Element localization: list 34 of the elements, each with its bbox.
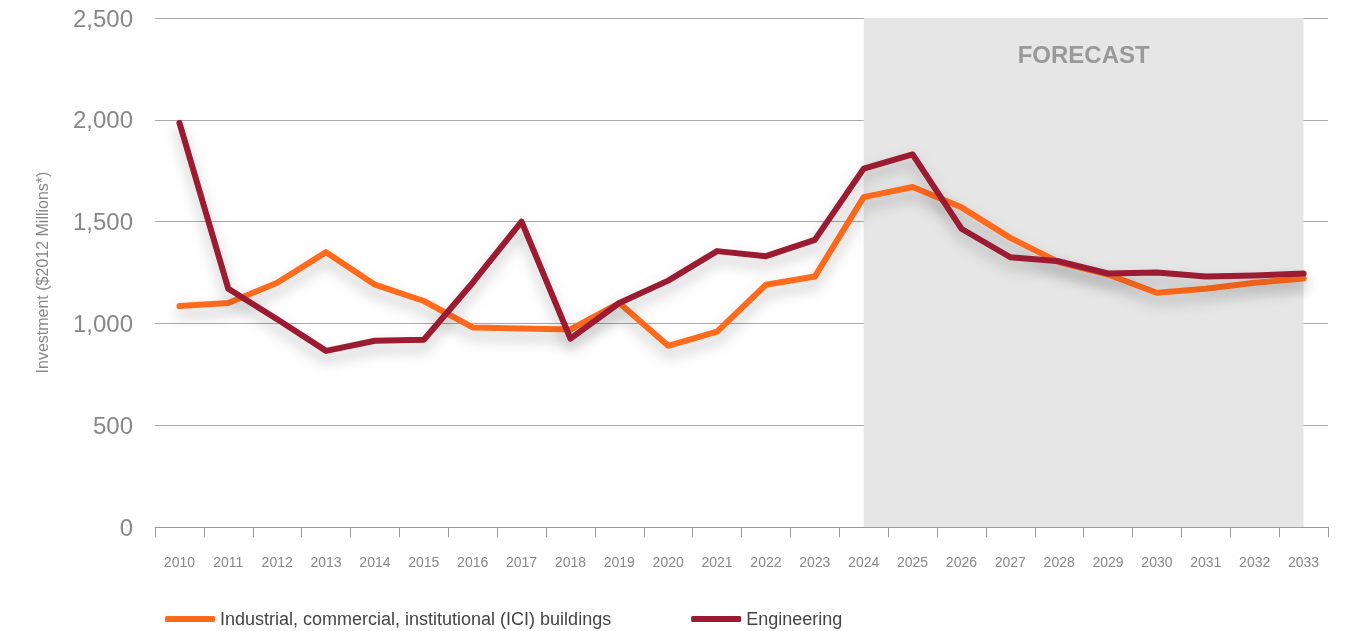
- x-tick-label: 2026: [945, 554, 978, 570]
- y-tick-label: 2,500: [72, 4, 133, 32]
- y-tick-label: 1,000: [72, 309, 133, 337]
- y-tick-label: 500: [92, 411, 133, 439]
- y-tick-label: 1,500: [72, 208, 133, 236]
- x-tick-label: 2011: [213, 554, 244, 570]
- x-tick-label: 2017: [505, 554, 538, 570]
- x-tick-label: 2030: [1141, 554, 1173, 570]
- x-tick-label: 2029: [1092, 554, 1124, 570]
- x-tick-label: 2019: [603, 554, 636, 570]
- x-tick-label: 2015: [408, 554, 440, 570]
- x-tick-label: 2012: [261, 554, 293, 570]
- y-tick-label: 2,000: [72, 106, 133, 134]
- x-tick-label: 2020: [652, 554, 684, 570]
- x-tick-label: 2022: [750, 554, 782, 570]
- y-tick-label: 0: [119, 513, 133, 541]
- x-tick-label: 2016: [457, 554, 489, 570]
- x-tick-label: 2033: [1287, 554, 1320, 570]
- y-axis-title: Investment ($2012 Millions*): [33, 171, 51, 374]
- x-tick-label: 2010: [163, 554, 196, 570]
- x-tick-label: 2018: [554, 554, 587, 570]
- x-tick-label: 2031: [1190, 554, 1222, 570]
- x-tick-label: 2014: [359, 554, 391, 570]
- x-tick-label: 2025: [896, 554, 929, 570]
- legend-label: Industrial, commercial, institutional (ICI) buildings: [220, 609, 612, 629]
- band-label: FORECAST: [1017, 40, 1150, 68]
- x-tick-label: 2023: [799, 554, 831, 570]
- legend-label: Engineering: [746, 609, 843, 629]
- x-tick-label: 2032: [1239, 554, 1271, 570]
- x-tick-label: 2021: [701, 554, 733, 570]
- x-tick-label: 2024: [848, 554, 880, 570]
- x-tick-label: 2013: [310, 554, 342, 570]
- x-tick-label: 2028: [1043, 554, 1075, 570]
- x-tick-label: 2027: [994, 554, 1027, 570]
